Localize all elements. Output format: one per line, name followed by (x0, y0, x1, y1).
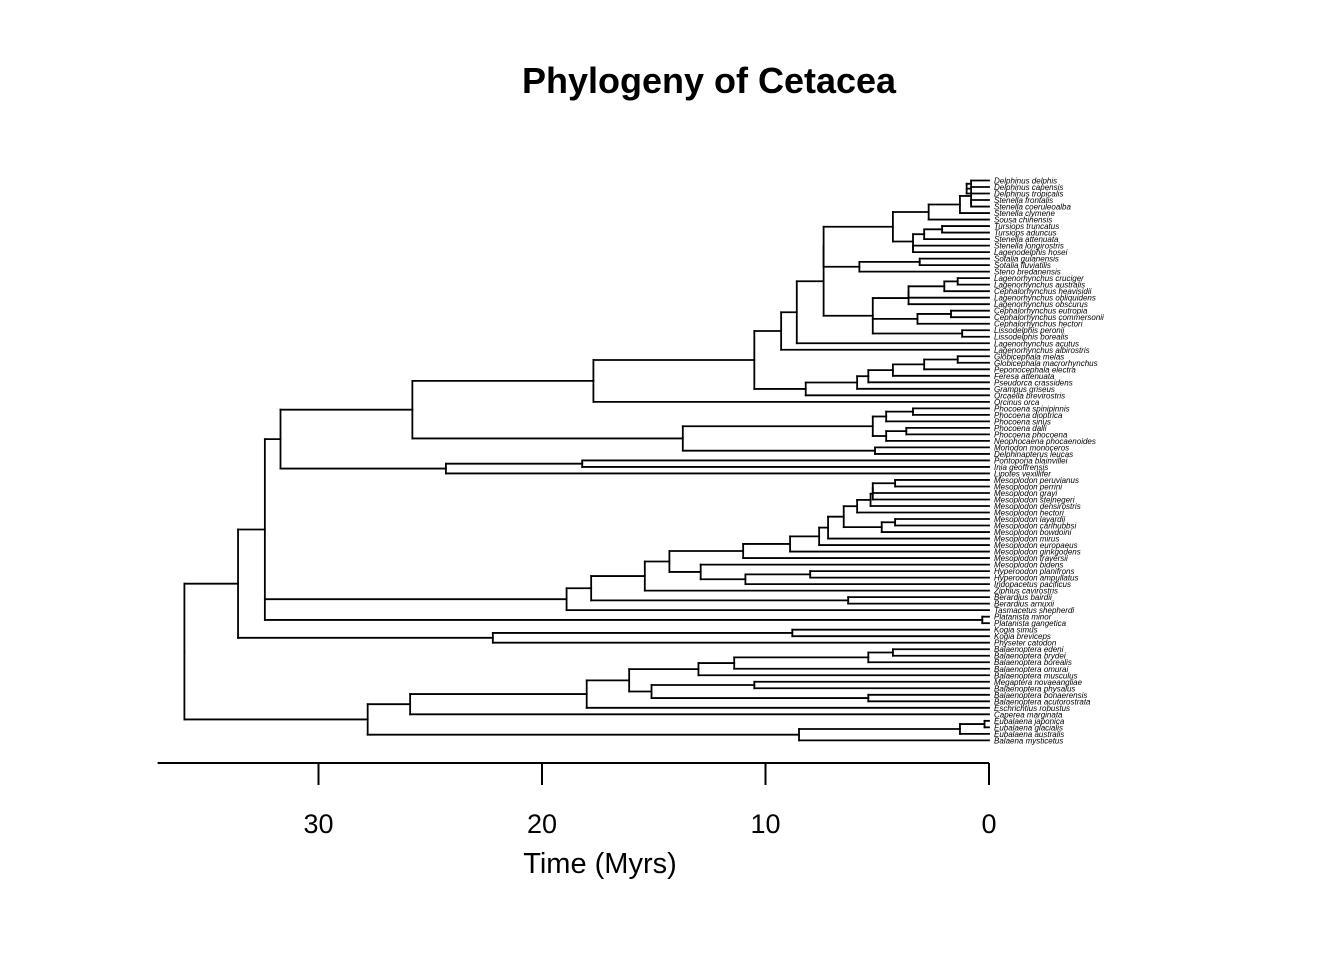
tip-label: Grampus griseus (994, 385, 1055, 394)
tip-label: Cephalorhynchus commersonii (994, 313, 1104, 322)
tip-label: Mesoplodon perrini (994, 482, 1062, 491)
x-tick-label: 20 (527, 809, 557, 839)
tip-label: Balaenoptera edeni (994, 645, 1064, 654)
tip-label: Phocoena phocoena (994, 430, 1068, 439)
tip-label: Stenella frontalis (994, 196, 1053, 205)
tip-label: Steno bredanensis (994, 268, 1061, 277)
tip-label: Lipotes vexillifer (994, 469, 1051, 478)
tip-label: Mesoplodon grayi (994, 489, 1057, 498)
tip-label: Berardius arnuxii (994, 600, 1054, 609)
tip-label: Balaenoptera brydei (994, 652, 1066, 661)
tip-label: Eubalaena australis (994, 730, 1064, 739)
tip-label: Lagenodelphis hosei (994, 248, 1068, 257)
tip-label: Caperea marginata (994, 710, 1063, 719)
tip-label: Delphinus capensis (994, 183, 1063, 192)
tip-label: Stenella longirostris (994, 242, 1064, 251)
tip-label: Kogia breviceps (994, 632, 1051, 641)
tip-label: Inia geoffrensis (994, 463, 1048, 472)
tip-label: Orcaella brevirostris (994, 391, 1065, 400)
tip-label: Lagenorhynchus obliquidens (994, 294, 1096, 303)
tip-label: Tursiops truncatus (994, 222, 1059, 231)
tip-label: Lagenorhynchus obscurus (994, 300, 1088, 309)
tip-label: Lagenorhynchus cruciger (994, 274, 1084, 283)
tip-label: Mesoplodon mirus (994, 535, 1059, 544)
x-tick-label: 10 (750, 809, 780, 839)
tip-label: Berardius bairdii (994, 593, 1052, 602)
tip-label: Lagenorhynchus albirostris (994, 346, 1090, 355)
tip-label: Balaena mysticetus (994, 736, 1063, 745)
tip-label: Physeter catodon (994, 639, 1057, 648)
tip-label: Sotalia guianensis (994, 255, 1059, 264)
chart-title: Phylogeny of Cetacea (522, 60, 897, 101)
tip-label: Platanista gangetica (994, 619, 1067, 628)
tree-branches (183, 179, 990, 742)
tip-label: Mesoplodon ginkgodens (994, 548, 1081, 557)
tip-label: Balaenoptera borealis (994, 658, 1072, 667)
tip-label: Mesoplodon hectori (994, 509, 1064, 518)
tip-label: Mesoplodon layardii (994, 515, 1065, 524)
tip-label: Stenella clymene (994, 209, 1055, 218)
tip-label: Eubalaena glacialis (994, 723, 1063, 732)
tip-label: Globicephala melas (994, 352, 1064, 361)
tip-label: Delphinus tropicalis (994, 190, 1063, 199)
tip-label: Sousa chinensis (994, 216, 1052, 225)
tip-label: Lagenorhynchus australis (994, 281, 1085, 290)
tip-label: Mesoplodon europaeus (994, 541, 1078, 550)
tip-label: Mesoplodon traversii (994, 554, 1068, 563)
x-tick-label: 30 (303, 809, 333, 839)
tip-label: Megaptera novaeangliae (994, 678, 1083, 687)
tip-label: Pseudorca crassidens (994, 378, 1073, 387)
tip-label: Stenella coeruleoalba (994, 203, 1071, 212)
tip-label: Globicephala macrorhynchus (994, 359, 1098, 368)
tip-label: Tursiops aduncus (994, 229, 1057, 238)
tip-label: Phocoena sinus (994, 417, 1051, 426)
tip-label: Cephalorhynchus heavisidii (994, 287, 1092, 296)
tip-label: Tasmacetus shepherdi (994, 606, 1074, 615)
tip-label: Hyperoodon planifrons (994, 567, 1075, 576)
tip-label: Indopacetus pacificus (994, 580, 1071, 589)
tip-label: Neophocaena phocaenoides (994, 437, 1096, 446)
tip-label: Monodon monoceros (994, 443, 1069, 452)
tip-label: Balaenoptera acutorostrata (994, 697, 1091, 706)
tip-label: Mesoplodon stejnegeri (994, 495, 1075, 504)
tip-label: Mesoplodon bidens (994, 561, 1063, 570)
tip-label: Delphinus delphis (994, 177, 1057, 186)
tip-label: Cephalorhynchus hectori (994, 320, 1083, 329)
tip-label: Delphinapterus leucas (994, 450, 1073, 459)
tip-label: Kogia simus (994, 626, 1038, 635)
tip-label: Eubalaena japonica (994, 717, 1065, 726)
tip-label: Balaenoptera musculus (994, 671, 1078, 680)
tip-label: Cephalorhynchus eutropia (994, 307, 1088, 316)
tip-label: Mesoplodon bowdoini (994, 528, 1072, 537)
tip-label: Balaenoptera physalus (994, 684, 1075, 693)
tip-label: Lissodelphis borealis (994, 333, 1068, 342)
tip-label: Balaenoptera omurai (994, 665, 1068, 674)
tip-label: Sotalia fluviatilis (994, 261, 1051, 270)
tip-label: Feresa attenuata (994, 372, 1055, 381)
x-tick-label: 0 (981, 809, 996, 839)
tip-label: Mesoplodon densirostris (994, 502, 1081, 511)
x-axis-title: Time (Myrs) (523, 848, 677, 880)
tip-label: Hyperoodon ampullatus (994, 574, 1079, 583)
tip-label: Mesoplodon peruvianus (994, 476, 1079, 485)
tip-label: Phocoena spinipinnis (994, 404, 1070, 413)
tip-label: Ziphius cavirostris (993, 587, 1058, 596)
tip-label: Balaenoptera bonaerensis (994, 691, 1087, 700)
tip-label: Pontoporia blainvillei (994, 456, 1068, 465)
tip-label: Phocoena dalli (994, 424, 1047, 433)
tip-label: Peponocephala electra (994, 365, 1076, 374)
tip-label: Orcinus orca (994, 398, 1040, 407)
tip-label: Platanista minor (994, 613, 1052, 622)
tip-label: Stenella attenuata (994, 235, 1059, 244)
tip-label: Lissodelphis peronii (994, 326, 1064, 335)
tip-label: Mesoplodon carlhubbsi (994, 522, 1076, 531)
tip-label: Phocoena dioptrica (994, 411, 1063, 420)
tip-label: Eschrichtius robustus (994, 704, 1070, 713)
tip-label: Lagenorhynchus acutus (994, 339, 1079, 348)
x-axis: 30 20 10 0 (157, 762, 997, 839)
